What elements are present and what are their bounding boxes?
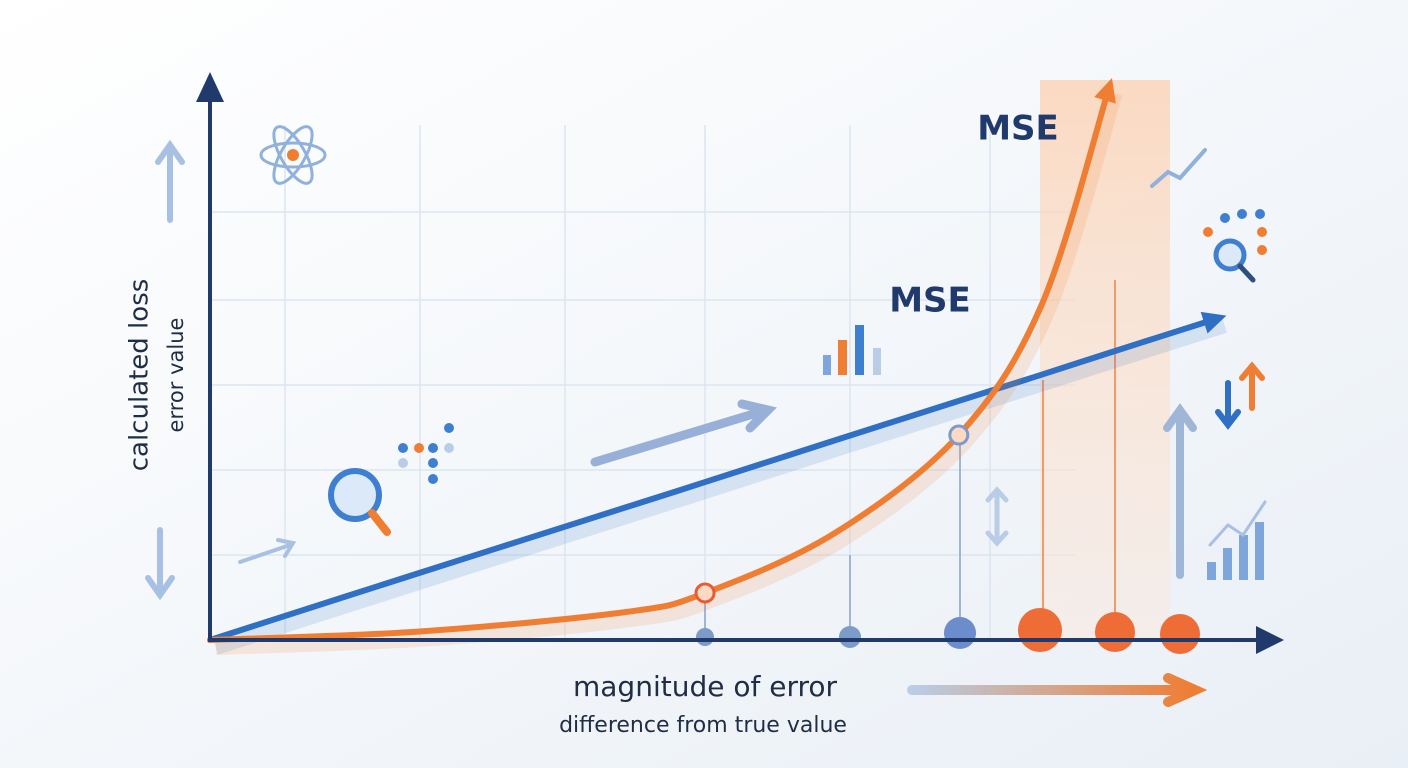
- series-label: MSE: [977, 109, 1059, 149]
- axes: [196, 72, 1284, 654]
- point-marker: [694, 582, 716, 604]
- drop-lines: [1042, 280, 1116, 615]
- y-axis-label: calculated loss: [125, 279, 155, 472]
- line: [207, 82, 1113, 643]
- series-label: MSE: [889, 281, 971, 321]
- y-axis-sublabel: error value: [164, 318, 188, 433]
- point-marker: [948, 424, 970, 446]
- grid: [210, 125, 1075, 640]
- line: [207, 315, 1222, 643]
- line-arrowhead: [1094, 77, 1116, 104]
- line-arrowhead: [1200, 311, 1227, 334]
- x-axis-label: magnitude of error: [573, 670, 838, 703]
- line-shadow: [213, 319, 1227, 655]
- decorations: [145, 125, 1267, 707]
- highlight-band: [1040, 80, 1170, 640]
- x-axis-sublabel: difference from true value: [559, 713, 847, 738]
